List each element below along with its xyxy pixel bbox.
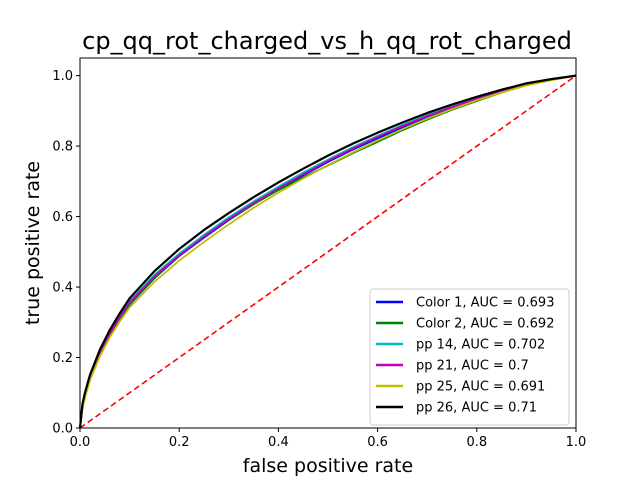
y-tick-label: 0.4 (52, 281, 73, 296)
x-tick-label: 0.4 (268, 435, 289, 450)
legend-entry-2: Color 2, AUC = 0.692 (416, 317, 554, 332)
x-tick-label: 0.8 (466, 435, 487, 450)
series-line-4 (79, 74, 577, 429)
legend-entry-4: pp 21, AUC = 0.7 (416, 359, 529, 374)
y-tick-label: 0.2 (52, 351, 73, 366)
axes-frame (79, 57, 577, 429)
series-line-6 (78, 74, 577, 429)
legend-box (369, 288, 570, 426)
y-axis-label: true positive rate (22, 161, 44, 325)
series-line-5 (79, 74, 577, 429)
x-tick-label: 1.0 (566, 435, 587, 450)
x-tick-label: 0.6 (367, 435, 388, 450)
x-tick-label: 0.0 (70, 435, 91, 450)
plot-area (78, 74, 577, 429)
y-tick-label: 1.0 (52, 69, 73, 84)
legend-entry-1: Color 1, AUC = 0.693 (416, 296, 554, 311)
y-tick-label: 0.8 (52, 140, 73, 155)
y-tick-label: 0.6 (52, 210, 73, 225)
legend-entry-3: pp 14, AUC = 0.702 (416, 338, 545, 353)
x-axis-label: false positive rate (243, 455, 413, 477)
legend-entry-5: pp 25, AUC = 0.691 (416, 380, 545, 395)
y-tick-label: 0.0 (52, 422, 73, 437)
chart-title: cp_qq_rot_charged_vs_h_qq_rot_charged (82, 27, 572, 55)
axis-ticks: 0.0 0.2 0.4 0.6 0.8 1.0 0.0 0.2 0.4 0.6 0.8 1.0 (52, 69, 586, 450)
diagonal-reference-line (79, 74, 577, 429)
x-tick-label: 0.2 (169, 435, 190, 450)
legend-entry-6: pp 26, AUC = 0.71 (416, 401, 537, 416)
legend: Color 1, AUC = 0.693 Color 2, AUC = 0.692… (369, 288, 570, 426)
